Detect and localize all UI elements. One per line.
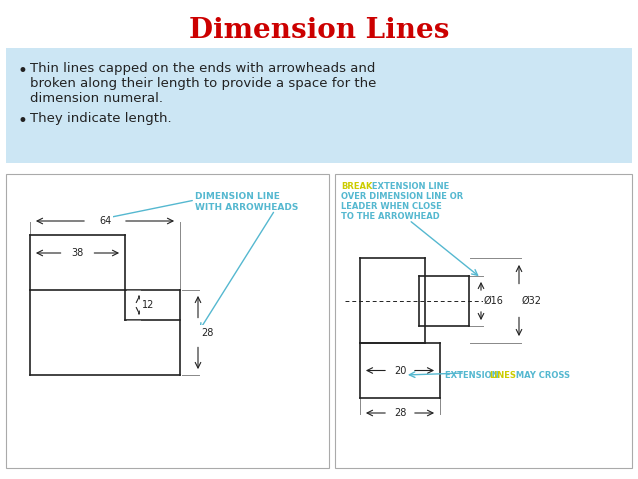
Text: 28: 28 [201,328,213,338]
Text: 12: 12 [142,300,154,310]
Text: •: • [18,112,28,130]
Bar [6,48,632,163]
Text: Ø32: Ø32 [522,296,542,306]
Bar [6,174,329,468]
Text: 38: 38 [71,248,84,258]
Text: WITH ARROWHEADS: WITH ARROWHEADS [195,203,299,212]
Text: OVER DIMENSION LINE OR: OVER DIMENSION LINE OR [341,192,463,201]
Text: EXTENSION LINE: EXTENSION LINE [369,182,449,191]
Text: EXTENSION: EXTENSION [445,370,501,379]
Text: 20: 20 [394,365,406,376]
Text: •: • [18,62,28,80]
Text: dimension numeral.: dimension numeral. [30,92,163,105]
Bar [335,174,632,468]
Text: Dimension Lines: Dimension Lines [189,16,449,44]
Text: Thin lines capped on the ends with arrowheads and: Thin lines capped on the ends with arrow… [30,62,375,75]
Text: They indicate length.: They indicate length. [30,112,172,125]
Text: MAY CROSS: MAY CROSS [513,370,570,379]
Text: BREAK: BREAK [341,182,373,191]
Text: Ø16: Ø16 [484,296,504,306]
Text: LEADER WHEN CLOSE: LEADER WHEN CLOSE [341,202,441,211]
Text: DIMENSION LINE: DIMENSION LINE [195,192,280,201]
Text: 28: 28 [394,408,406,418]
Text: 64: 64 [99,216,111,226]
Text: LINES: LINES [489,370,516,379]
Text: TO THE ARROWHEAD: TO THE ARROWHEAD [341,212,440,221]
Text: broken along their length to provide a space for the: broken along their length to provide a s… [30,77,376,90]
